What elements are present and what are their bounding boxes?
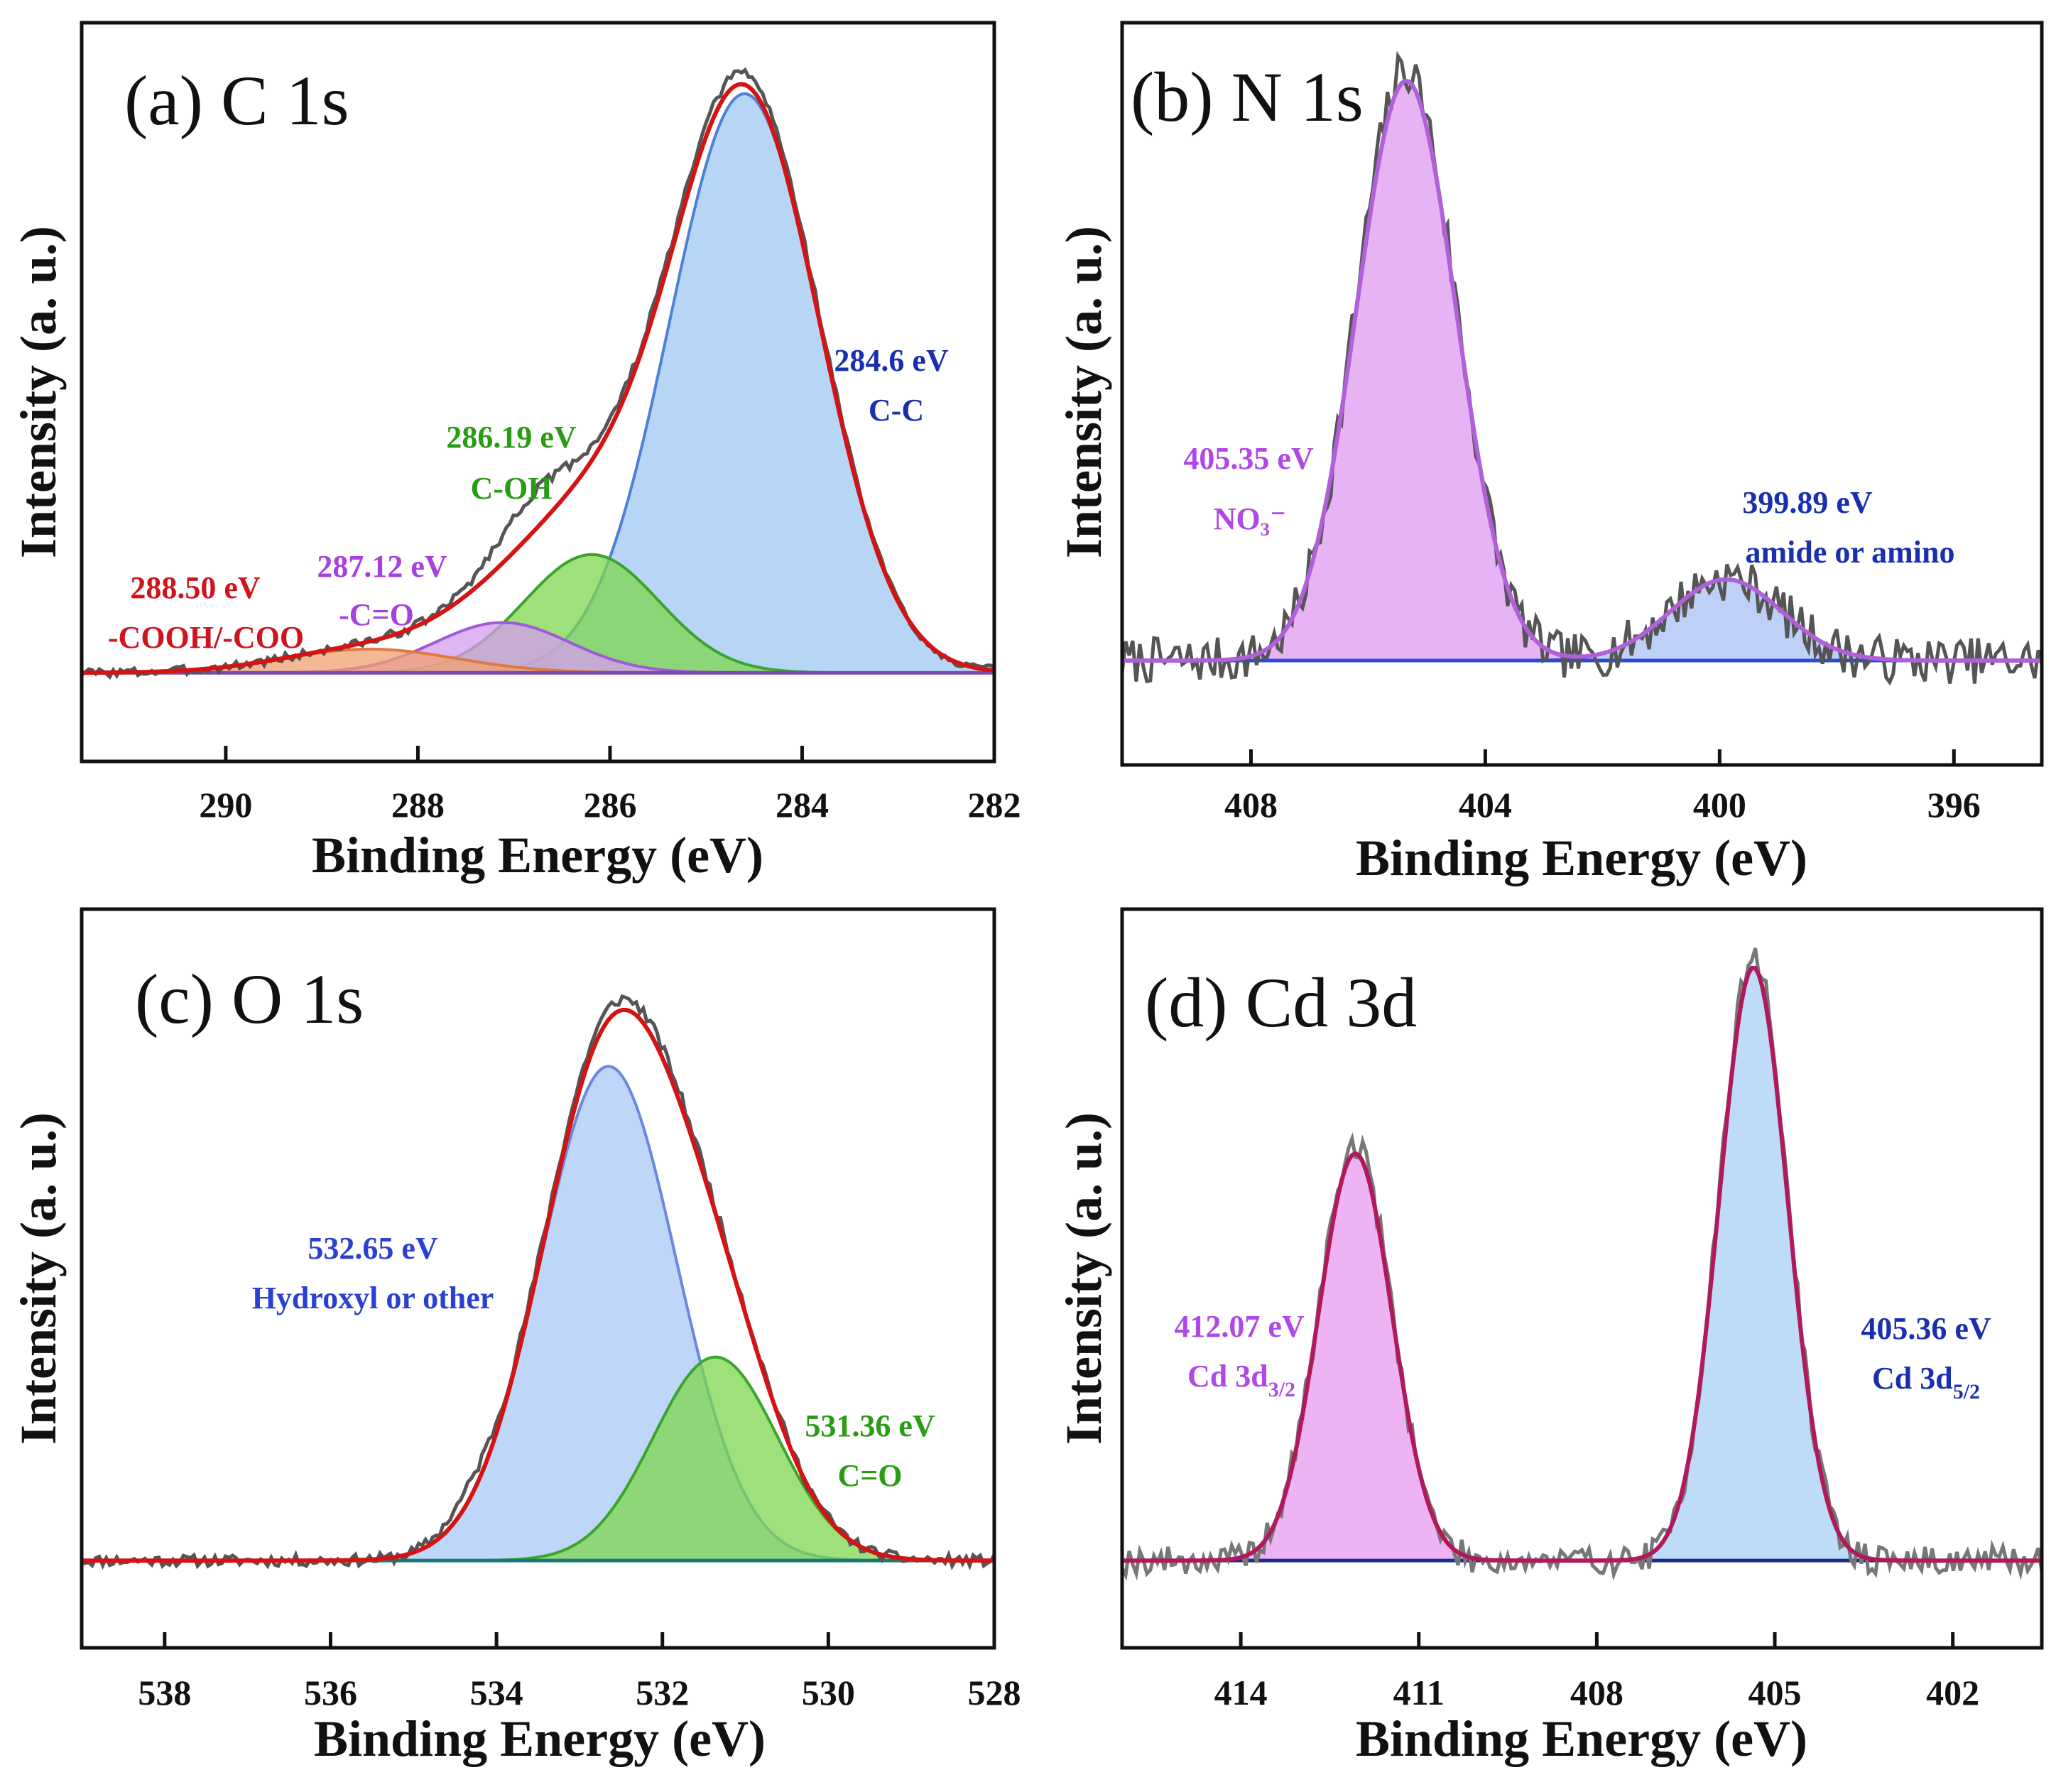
x-tick-label-n1s-3: 396 xyxy=(1927,785,1981,825)
peak-label-name-c-c: C-C xyxy=(869,393,924,428)
plot-frame-o1s xyxy=(80,907,996,1650)
panel-c1s: (a) C 1s Binding Energy (eV) Intensity (… xyxy=(10,21,1021,884)
x-tick-label-o1s-1: 536 xyxy=(304,1673,357,1712)
peak-label-name-cd52-sub: 5/2 xyxy=(1953,1380,1980,1403)
x-tick-label-o1s-4: 530 xyxy=(802,1673,855,1712)
raw-spectrum-o1s xyxy=(82,994,994,1571)
x-axis-title-cd3d: Binding Energy (eV) xyxy=(1356,1710,1807,1767)
plot-content-n1s xyxy=(1122,50,2042,686)
x-ticks-n1s: 408 404 400 396 xyxy=(1224,749,1981,825)
fit-envelope-c1s xyxy=(82,82,994,675)
y-axis-title-n1s: Intensity (a. u.) xyxy=(1055,226,1112,558)
fit-peak-cd3d-0 xyxy=(1122,1151,2042,1563)
panel-o1s: (c) O 1s Binding Energy (eV) Intensity (… xyxy=(10,907,1021,1767)
fit-peak-cd3d-1 xyxy=(1122,966,2042,1563)
x-tick-label-c1s-4: 282 xyxy=(968,785,1021,825)
plot-frame-n1s xyxy=(1120,21,2044,767)
x-tick-label-n1s-0: 408 xyxy=(1224,785,1278,825)
x-tick-label-c1s-2: 286 xyxy=(583,785,636,825)
plot-content-c1s xyxy=(82,67,994,680)
panel-cd3d: (d) Cd 3d Binding Energy (eV) Intensity … xyxy=(1055,907,2044,1767)
x-tick-label-c1s-1: 288 xyxy=(391,785,445,825)
peak-label-value-cd32: 412.07 eV xyxy=(1174,1309,1305,1344)
peak-label-name-cd32-main: Cd 3d xyxy=(1187,1359,1268,1394)
x-tick-label-o1s-0: 538 xyxy=(138,1673,191,1712)
plot-area-o1s xyxy=(82,994,994,1571)
peak-label-name-c-eq-o: -C=O xyxy=(339,597,414,632)
y-axis-title-c1s: Intensity (a. u.) xyxy=(10,226,67,558)
peak-label-value-c-eq-o: 287.12 eV xyxy=(317,549,447,584)
plot-frame-cd3d xyxy=(1120,907,2044,1650)
x-tick-label-c1s-3: 284 xyxy=(776,785,829,825)
x-tick-label-o1s-2: 534 xyxy=(470,1673,523,1712)
x-tick-label-cd3d-3: 405 xyxy=(1748,1673,1802,1712)
panel-n1s: (b) N 1s Binding Energy (eV) Intensity (… xyxy=(1055,21,2044,886)
peak-label-value-hydroxyl: 532.65 eV xyxy=(308,1231,438,1266)
x-tick-label-cd3d-4: 402 xyxy=(1926,1673,1979,1712)
plot-content-cd3d xyxy=(1122,947,2042,1581)
peak-label-name-no3: NO₃⁻ xyxy=(1214,501,1286,536)
panel-title-o1s: (c) O 1s xyxy=(135,960,364,1038)
fit-envelope-o1s xyxy=(82,1007,994,1563)
peak-label-value-c-c: 284.6 eV xyxy=(834,343,949,378)
peak-label-value-cd52: 405.36 eV xyxy=(1861,1311,1991,1346)
x-ticks-o1s: 538 536 534 532 530 528 xyxy=(138,1632,1021,1712)
peak-label-name-hydroxyl: Hydroxyl or other xyxy=(252,1281,494,1315)
x-ticks-c1s: 290 288 286 284 282 xyxy=(199,746,1021,825)
plot-area-c1s xyxy=(82,67,994,680)
panel-title-c1s: (a) C 1s xyxy=(124,61,349,140)
plot-area-n1s xyxy=(1122,50,2042,686)
plot-frame-c1s xyxy=(80,21,996,764)
y-axis-title-cd3d: Intensity (a. u.) xyxy=(1055,1112,1112,1445)
raw-spectrum-cd3d xyxy=(1122,947,2042,1581)
x-axis-title-o1s: Binding Energy (eV) xyxy=(314,1710,766,1767)
peak-label-name-c-oh: C-OH xyxy=(471,471,553,506)
x-tick-label-cd3d-1: 411 xyxy=(1393,1673,1445,1712)
panel-title-cd3d: (d) Cd 3d xyxy=(1145,963,1417,1042)
raw-spectrum-n1s xyxy=(1122,50,2042,686)
peak-label-name-cooh: -COOH/-COO xyxy=(108,620,304,655)
x-tick-label-o1s-5: 528 xyxy=(968,1673,1021,1712)
peak-label-value-amide: 399.89 eV xyxy=(1742,485,1873,520)
x-axis-title-n1s: Binding Energy (eV) xyxy=(1356,830,1807,886)
x-tick-label-c1s-0: 290 xyxy=(199,785,252,825)
peak-label-name-co: C=O xyxy=(837,1458,902,1493)
peak-label-name-cd52-main: Cd 3d xyxy=(1872,1361,1953,1396)
peak-label-name-cd32: Cd 3d3/2 xyxy=(1187,1359,1295,1401)
x-tick-label-cd3d-0: 414 xyxy=(1214,1673,1268,1712)
x-tick-label-cd3d-2: 408 xyxy=(1570,1673,1623,1712)
x-tick-label-n1s-2: 400 xyxy=(1693,785,1746,825)
peak-label-value-co: 531.36 eV xyxy=(805,1408,935,1443)
peak-label-name-cd52: Cd 3d5/2 xyxy=(1872,1361,1980,1403)
panel-title-n1s: (b) N 1s xyxy=(1131,58,1364,136)
peak-label-value-c-oh: 286.19 eV xyxy=(446,420,577,455)
plot-area-cd3d xyxy=(1122,947,2042,1581)
peak-label-value-no3: 405.35 eV xyxy=(1183,441,1314,476)
x-tick-label-o1s-3: 532 xyxy=(636,1673,689,1712)
fit-envelope-cd3d xyxy=(1122,965,2042,1563)
y-axis-title-o1s: Intensity (a. u.) xyxy=(10,1112,67,1445)
x-axis-title-c1s: Binding Energy (eV) xyxy=(312,827,763,884)
x-tick-label-n1s-1: 404 xyxy=(1459,785,1512,825)
peak-label-name-amide: amide or amino xyxy=(1746,535,1955,570)
fit-envelope-n1s xyxy=(1122,78,2042,663)
x-ticks-cd3d: 414 411 408 405 402 xyxy=(1214,1632,1979,1712)
plot-content-o1s xyxy=(82,994,994,1571)
peak-label-value-cooh: 288.50 eV xyxy=(130,570,261,605)
peak-label-name-cd32-sub: 3/2 xyxy=(1268,1378,1295,1401)
fit-peak-n1s-0 xyxy=(1122,79,2042,662)
